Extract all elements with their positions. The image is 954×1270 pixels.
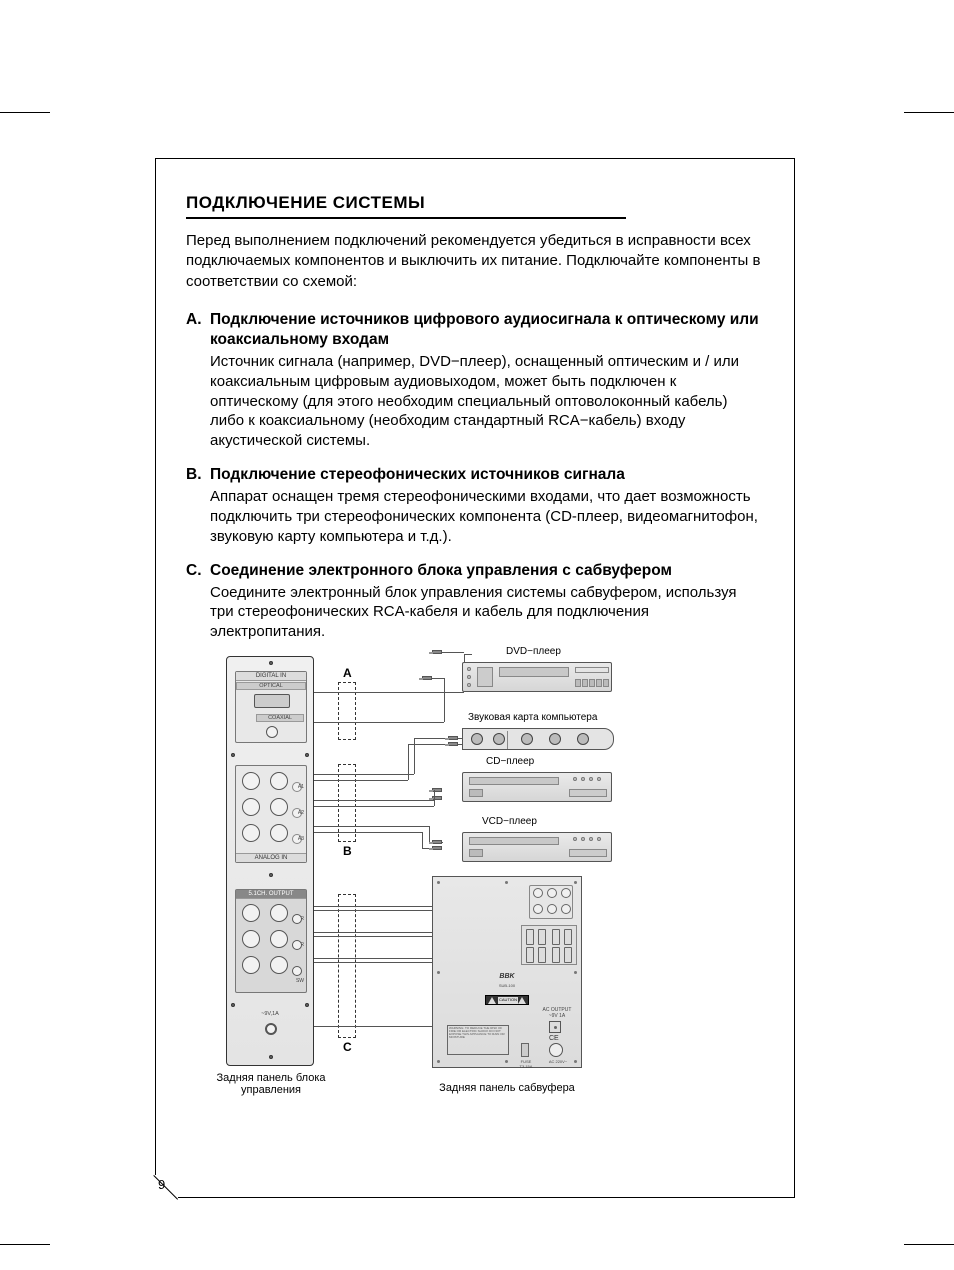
ac-out-socket (549, 1021, 561, 1033)
sr-out (270, 930, 288, 948)
page-frame: ПОДКЛЮЧЕНИЕ СИСТЕМЫ Перед выполнением по… (155, 158, 795, 1198)
soundcard-plug (448, 736, 458, 740)
power-port (265, 1023, 277, 1035)
ac-in-socket (549, 1043, 563, 1057)
a1-l (242, 772, 260, 790)
soundcard-label: Звуковая карта компьютера (468, 712, 597, 723)
control-unit-rear-panel: DIGITAL IN OPTICAL COAXIAL A1 A2 (226, 656, 314, 1066)
item-letter: C. (186, 561, 210, 581)
ac-volt: ~9V 1A (541, 1013, 573, 1019)
coaxial-label: COAXIAL (256, 714, 304, 722)
sw-label: SW (296, 978, 304, 984)
a3-label: A3 (298, 836, 304, 842)
sub-warning: CAUTION (485, 995, 529, 1005)
crop-mark (0, 1244, 50, 1245)
item-letter: A. (186, 310, 210, 350)
a1-label: A1 (298, 784, 304, 790)
sub-speaker-terminals (521, 925, 577, 965)
subwoofer-rear-panel: BBK SUB-100 CAUTION AC OUTPUT ~9V 1A CE … (432, 876, 582, 1068)
optical-port (254, 694, 290, 708)
marker-b: B (343, 844, 352, 858)
fuse-label: FUSE T3.15A (515, 1059, 537, 1069)
item-a: A. Подключение источников цифрового ауди… (186, 310, 764, 451)
item-title: Подключение стереофонических источников … (210, 465, 764, 485)
intro-text: Перед выполнением подключений рекомендуе… (186, 231, 764, 292)
output-label: 5.1CH. OUTPUT (236, 890, 306, 899)
marker-c-box (338, 894, 356, 1038)
sl-out (242, 930, 260, 948)
marker-a: A (343, 666, 352, 680)
vcd-label: VCD−плеер (482, 816, 537, 827)
item-b: B. Подключение стереофонических источник… (186, 465, 764, 547)
a2-r (270, 798, 288, 816)
page-number: 9 (158, 1177, 165, 1192)
soundcard-device (462, 728, 614, 750)
fl-out (242, 904, 260, 922)
dvd-plug (432, 650, 442, 654)
crop-mark (904, 1244, 954, 1245)
power-label: ~9V,1A (227, 1011, 313, 1017)
digital-in-label: DIGITAL IN (236, 672, 306, 681)
vcd-plug (432, 840, 442, 844)
item-letter: B. (186, 465, 210, 485)
item-body: Источник сигнала (например, DVD−плеер), … (210, 352, 764, 451)
ctrl-panel-caption: Задняя панель блока управления (186, 1072, 356, 1096)
vcd-device (462, 832, 612, 862)
page-number-corner: 9 (154, 1175, 178, 1199)
fr-out (270, 904, 288, 922)
item-c: C. Соединение электронного блока управле… (186, 561, 764, 643)
sub-warning-text: WARNING: TO REDUCE THE RISK OF FIRE OR E… (447, 1025, 509, 1055)
sw-out (270, 956, 288, 974)
dvd-plug2 (422, 676, 432, 680)
cd-device (462, 772, 612, 802)
marker-c: C (343, 1040, 352, 1054)
cen-out (242, 956, 260, 974)
crop-mark (904, 112, 954, 113)
sub-brand: BBK (433, 973, 581, 980)
dvd-label: DVD−плеер (506, 646, 561, 657)
a3-l (242, 824, 260, 842)
item-body: Соедините электронный блок управления си… (210, 583, 764, 642)
marker-a-box (338, 682, 356, 740)
section-title: ПОДКЛЮЧЕНИЕ СИСТЕМЫ (186, 193, 626, 219)
marker-b-box (338, 764, 356, 842)
crop-mark (0, 112, 50, 113)
soundcard-plug2 (448, 742, 458, 746)
a2-l (242, 798, 260, 816)
fuse-holder (521, 1043, 529, 1057)
item-body: Аппарат оснащен тремя стереофоническими … (210, 487, 764, 546)
coaxial-port (266, 726, 278, 738)
sub-rca-inputs (529, 885, 573, 919)
optical-label: OPTICAL (236, 682, 306, 690)
cd-label: CD−плеер (486, 756, 534, 767)
analog-in-label: ANALOG IN (236, 853, 306, 862)
a2-label: A2 (298, 810, 304, 816)
ac-in-label: AC 220V~ (543, 1059, 573, 1064)
a1-r (270, 772, 288, 790)
item-title: Соединение электронного блока управления… (210, 561, 764, 581)
sub-model: SUB-100 (433, 983, 581, 988)
sub-caption: Задняя панель сабвуфера (432, 1082, 582, 1094)
a3-r (270, 824, 288, 842)
item-title: Подключение источников цифрового аудиоси… (210, 310, 764, 350)
ce-mark: CE (549, 1035, 559, 1042)
vcd-plug2 (432, 846, 442, 850)
connection-diagram: DIGITAL IN OPTICAL COAXIAL A1 A2 (186, 648, 766, 1108)
dvd-device (462, 662, 612, 692)
